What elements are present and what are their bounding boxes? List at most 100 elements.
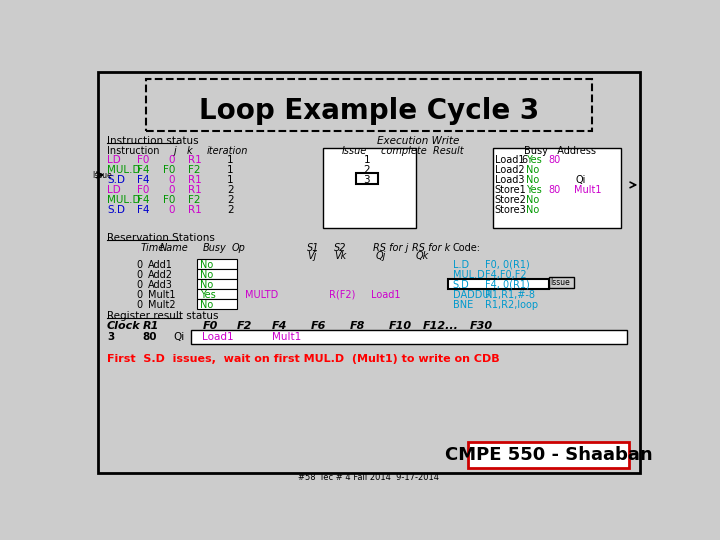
Text: #58  lec # 4 Fall 2014  9-17-2014: #58 lec # 4 Fall 2014 9-17-2014 — [299, 473, 439, 482]
Text: No: No — [526, 175, 539, 185]
Text: F2: F2 — [189, 165, 201, 175]
Text: F30: F30 — [469, 321, 493, 331]
Text: Loop Example Cycle 3: Loop Example Cycle 3 — [199, 97, 539, 125]
Text: S1: S1 — [307, 242, 320, 253]
Text: Time: Time — [140, 242, 165, 253]
Text: 6: 6 — [521, 155, 527, 165]
Text: MUL.D: MUL.D — [107, 165, 140, 175]
Text: Execution Write: Execution Write — [377, 137, 459, 146]
Text: R1: R1 — [143, 321, 159, 331]
Text: 0: 0 — [137, 269, 143, 280]
Text: Add2: Add2 — [148, 269, 173, 280]
Text: F4: F4 — [272, 321, 287, 331]
Text: R1: R1 — [189, 205, 202, 215]
Text: No: No — [526, 205, 539, 215]
Text: F4, 0(R1): F4, 0(R1) — [485, 280, 530, 289]
Text: 2: 2 — [227, 185, 233, 195]
Text: MULTD: MULTD — [245, 289, 278, 300]
Text: S.D: S.D — [107, 175, 125, 185]
Text: R1: R1 — [189, 155, 202, 165]
Text: complete  Result: complete Result — [381, 146, 463, 157]
Text: 1: 1 — [227, 155, 233, 165]
Text: Add1: Add1 — [148, 260, 173, 269]
Text: Mult2: Mult2 — [148, 300, 176, 309]
Text: No: No — [526, 165, 539, 175]
Text: F8: F8 — [350, 321, 365, 331]
Text: No: No — [526, 195, 539, 205]
Text: 0: 0 — [168, 205, 175, 215]
Text: F2: F2 — [189, 195, 201, 205]
Bar — [191, 330, 627, 345]
Text: No: No — [200, 269, 213, 280]
Text: 80: 80 — [549, 185, 561, 195]
Text: R1,R2,loop: R1,R2,loop — [485, 300, 539, 309]
Text: 0: 0 — [168, 155, 175, 165]
Text: F0: F0 — [202, 321, 217, 331]
Text: Add3: Add3 — [148, 280, 173, 289]
Text: No: No — [200, 300, 213, 309]
Text: 80: 80 — [549, 155, 561, 165]
Text: Instruction: Instruction — [107, 146, 160, 157]
Text: F4: F4 — [137, 205, 149, 215]
Text: R(F2): R(F2) — [329, 289, 355, 300]
Text: RS for j: RS for j — [373, 242, 408, 253]
Text: Yes: Yes — [526, 155, 541, 165]
Text: Clock: Clock — [107, 321, 140, 331]
Text: S2: S2 — [334, 242, 346, 253]
Text: Mult1: Mult1 — [148, 289, 176, 300]
Text: Issue: Issue — [550, 278, 570, 287]
Text: F0: F0 — [137, 155, 149, 165]
Text: F0: F0 — [137, 185, 149, 195]
Bar — [197, 299, 238, 309]
Text: LD: LD — [107, 155, 121, 165]
Text: Busy   Address: Busy Address — [524, 146, 596, 157]
Text: Load3: Load3 — [495, 175, 524, 185]
Text: R1: R1 — [189, 185, 202, 195]
Text: Store3: Store3 — [495, 205, 526, 215]
Text: Load1: Load1 — [495, 155, 524, 165]
Text: F4,F0,F2: F4,F0,F2 — [485, 269, 527, 280]
Text: 0: 0 — [168, 175, 175, 185]
Text: Mult1: Mult1 — [575, 185, 602, 195]
Text: F0: F0 — [163, 195, 175, 205]
Text: Qi: Qi — [576, 175, 586, 185]
Text: No: No — [200, 280, 213, 289]
Text: F6: F6 — [311, 321, 326, 331]
Text: Reservation Stations: Reservation Stations — [107, 233, 215, 242]
Text: k: k — [187, 146, 192, 157]
Text: Instruction status: Instruction status — [107, 137, 199, 146]
Text: Vk: Vk — [334, 251, 346, 261]
Text: DADDUI: DADDUI — [453, 289, 492, 300]
Text: R1,R1,#-8: R1,R1,#-8 — [485, 289, 535, 300]
Bar — [323, 148, 415, 228]
Text: 0: 0 — [137, 289, 143, 300]
Text: CMPE 550 - Shaaban: CMPE 550 - Shaaban — [445, 446, 652, 464]
Text: 1: 1 — [364, 155, 370, 165]
Text: Busy: Busy — [202, 242, 226, 253]
Text: 3: 3 — [364, 175, 370, 185]
Text: j: j — [173, 146, 176, 157]
Text: Issue: Issue — [92, 171, 112, 180]
Text: MUL.D: MUL.D — [107, 195, 140, 205]
Text: Load2: Load2 — [495, 165, 524, 175]
Text: Name: Name — [160, 242, 189, 253]
Text: Qj: Qj — [375, 251, 386, 261]
Text: Load1: Load1 — [202, 332, 234, 342]
Bar — [356, 173, 377, 184]
Text: Yes: Yes — [200, 289, 216, 300]
Text: F4: F4 — [137, 195, 149, 205]
Text: F2: F2 — [238, 321, 253, 331]
Text: MUL.D: MUL.D — [453, 269, 485, 280]
Text: 0: 0 — [137, 280, 143, 289]
Text: 0: 0 — [168, 185, 175, 195]
Bar — [197, 259, 238, 269]
Text: 2: 2 — [364, 165, 370, 175]
Text: Qi: Qi — [174, 332, 185, 342]
Text: First  S.D  issues,  wait on first MUL.D  (Mult1) to write on CDB: First S.D issues, wait on first MUL.D (M… — [107, 354, 500, 363]
Text: Issue: Issue — [342, 146, 367, 157]
Bar — [197, 269, 238, 279]
Text: S.D: S.D — [107, 205, 125, 215]
Text: Op: Op — [232, 242, 246, 253]
Text: F0, 0(R1): F0, 0(R1) — [485, 260, 530, 269]
Text: Register result status: Register result status — [107, 311, 219, 321]
